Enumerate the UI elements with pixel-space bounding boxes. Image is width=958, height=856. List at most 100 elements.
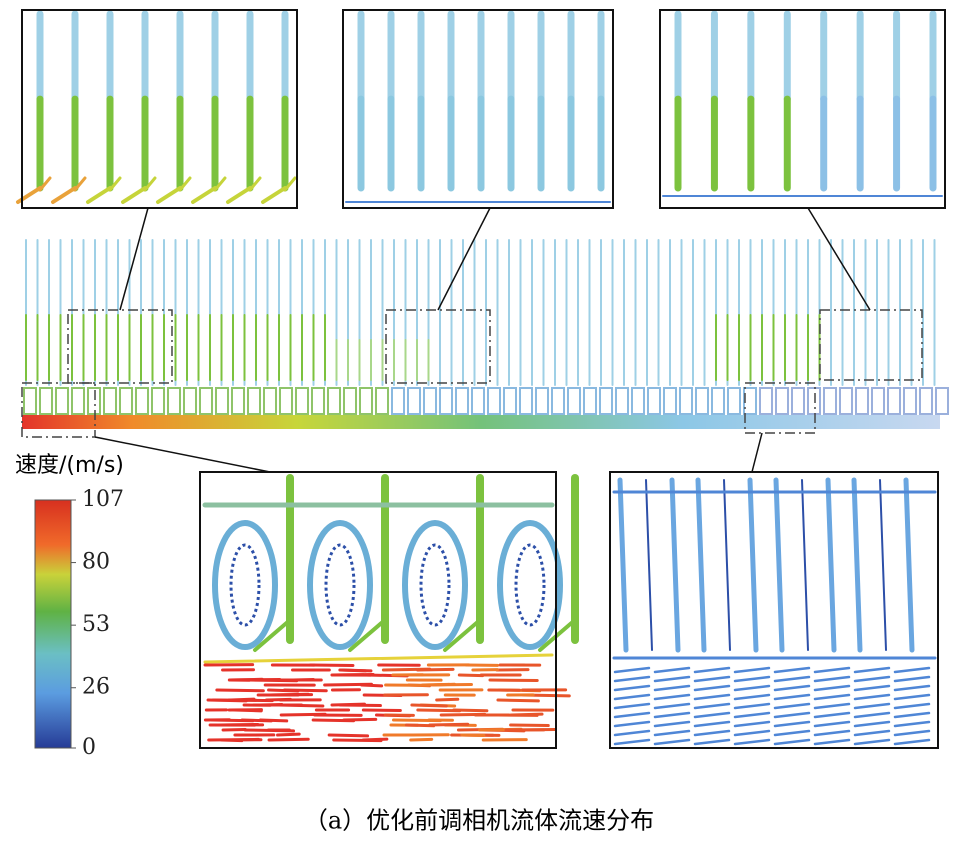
vector bbox=[893, 675, 931, 683]
vector bbox=[203, 653, 554, 664]
slot bbox=[599, 387, 613, 415]
slot bbox=[871, 387, 885, 415]
vector bbox=[613, 702, 651, 710]
vector bbox=[279, 712, 327, 717]
vector bbox=[653, 693, 691, 701]
vector bbox=[38, 176, 52, 192]
slot bbox=[423, 387, 437, 415]
vector bbox=[813, 666, 851, 674]
slot bbox=[887, 387, 901, 415]
slot bbox=[439, 387, 453, 415]
vector bbox=[617, 477, 629, 653]
slot bbox=[583, 387, 597, 415]
vector bbox=[653, 666, 691, 674]
vector bbox=[813, 675, 851, 683]
vector bbox=[143, 176, 157, 192]
vector bbox=[276, 732, 301, 737]
vector bbox=[893, 702, 931, 710]
vector bbox=[773, 693, 811, 701]
slot bbox=[711, 387, 725, 415]
slot bbox=[263, 387, 277, 415]
slot bbox=[391, 387, 405, 415]
slot bbox=[727, 387, 741, 415]
slot bbox=[183, 387, 197, 415]
vector bbox=[645, 479, 653, 651]
vector bbox=[773, 711, 811, 719]
vector bbox=[267, 737, 310, 742]
inset-frame bbox=[21, 9, 298, 209]
vector bbox=[613, 693, 651, 701]
vector bbox=[215, 688, 265, 693]
vector bbox=[773, 729, 811, 737]
vector bbox=[267, 688, 300, 693]
slot bbox=[247, 387, 261, 415]
slot bbox=[615, 387, 629, 415]
vector bbox=[879, 479, 887, 651]
slot bbox=[759, 387, 773, 415]
vector bbox=[693, 711, 731, 719]
vector bbox=[443, 618, 482, 652]
vector bbox=[693, 720, 731, 728]
vector bbox=[613, 684, 651, 692]
slot bbox=[39, 387, 53, 415]
slot bbox=[199, 387, 213, 415]
vector bbox=[851, 477, 863, 653]
vector bbox=[853, 675, 891, 683]
vector bbox=[207, 737, 261, 742]
vector bbox=[733, 675, 771, 683]
slot bbox=[935, 387, 949, 415]
slot bbox=[839, 387, 853, 415]
flow-field bbox=[16, 9, 949, 749]
vector bbox=[893, 684, 931, 692]
vector bbox=[733, 738, 771, 746]
connector bbox=[751, 432, 763, 473]
vector bbox=[210, 718, 255, 723]
vector bbox=[733, 729, 771, 737]
vector bbox=[51, 186, 77, 204]
slot bbox=[375, 387, 389, 415]
slot bbox=[535, 387, 549, 415]
vector bbox=[404, 723, 436, 728]
inset-frame bbox=[199, 471, 557, 749]
vector bbox=[653, 702, 691, 710]
vector bbox=[613, 720, 651, 728]
connector bbox=[807, 207, 871, 311]
vector bbox=[893, 693, 931, 701]
vector bbox=[853, 693, 891, 701]
vector bbox=[853, 729, 891, 737]
inset-frame bbox=[609, 471, 939, 749]
vector bbox=[248, 176, 262, 192]
slot bbox=[215, 387, 229, 415]
vector bbox=[813, 720, 851, 728]
slot bbox=[343, 387, 357, 415]
vector bbox=[813, 702, 851, 710]
colorbar-tick-label: 26 bbox=[82, 675, 110, 700]
vector bbox=[191, 186, 217, 204]
vector bbox=[121, 186, 147, 204]
vector bbox=[747, 477, 759, 653]
vector bbox=[613, 738, 651, 746]
vector bbox=[416, 708, 462, 713]
vector bbox=[178, 176, 192, 192]
vector bbox=[308, 663, 355, 668]
slot bbox=[151, 387, 165, 415]
vector bbox=[156, 186, 182, 204]
slot bbox=[103, 387, 117, 415]
slot bbox=[919, 387, 933, 415]
vector bbox=[496, 698, 540, 703]
vector bbox=[73, 176, 87, 192]
vortex bbox=[212, 520, 278, 650]
zoom-region bbox=[385, 309, 491, 384]
slot bbox=[695, 387, 709, 415]
connector bbox=[437, 207, 491, 311]
slot bbox=[679, 387, 693, 415]
vector bbox=[330, 702, 366, 707]
slot bbox=[775, 387, 789, 415]
vector bbox=[488, 678, 539, 683]
slot bbox=[231, 387, 245, 415]
vector bbox=[693, 702, 731, 710]
vector bbox=[773, 738, 811, 746]
vortex bbox=[307, 520, 373, 650]
slot bbox=[135, 387, 149, 415]
